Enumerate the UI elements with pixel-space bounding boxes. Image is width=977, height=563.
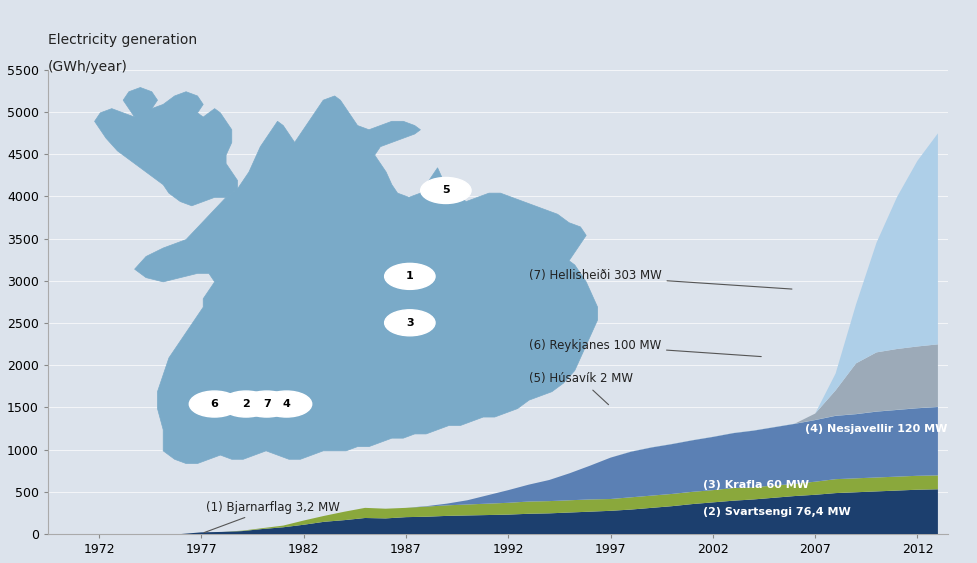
Text: (4) Nesjavellir 120 MW: (4) Nesjavellir 120 MW [805, 423, 948, 434]
Text: (7) Hellisheiði 303 MW: (7) Hellisheiði 303 MW [529, 270, 792, 289]
Circle shape [261, 391, 312, 417]
Text: (3) Krafla 60 MW: (3) Krafla 60 MW [702, 480, 809, 490]
Text: (1) Bjarnarflag 3,2 MW: (1) Bjarnarflag 3,2 MW [204, 501, 339, 533]
Text: Electricity generation: Electricity generation [48, 33, 197, 47]
Text: 3: 3 [406, 318, 413, 328]
Circle shape [241, 391, 292, 417]
Text: (GWh/year): (GWh/year) [48, 60, 128, 74]
Circle shape [385, 263, 435, 289]
Text: 1: 1 [406, 271, 413, 282]
Text: (2) Svartsengi 76,4 MW: (2) Svartsengi 76,4 MW [702, 507, 850, 517]
Circle shape [421, 177, 471, 203]
Text: 6: 6 [211, 399, 219, 409]
Circle shape [221, 391, 272, 417]
Text: 5: 5 [442, 185, 449, 195]
Circle shape [385, 310, 435, 336]
Text: (6) Reykjanes 100 MW: (6) Reykjanes 100 MW [529, 339, 761, 356]
Text: 4: 4 [282, 399, 290, 409]
Text: 2: 2 [242, 399, 250, 409]
Text: (5) Húsavík 2 MW: (5) Húsavík 2 MW [529, 373, 633, 405]
Text: 7: 7 [263, 399, 271, 409]
Circle shape [190, 391, 239, 417]
